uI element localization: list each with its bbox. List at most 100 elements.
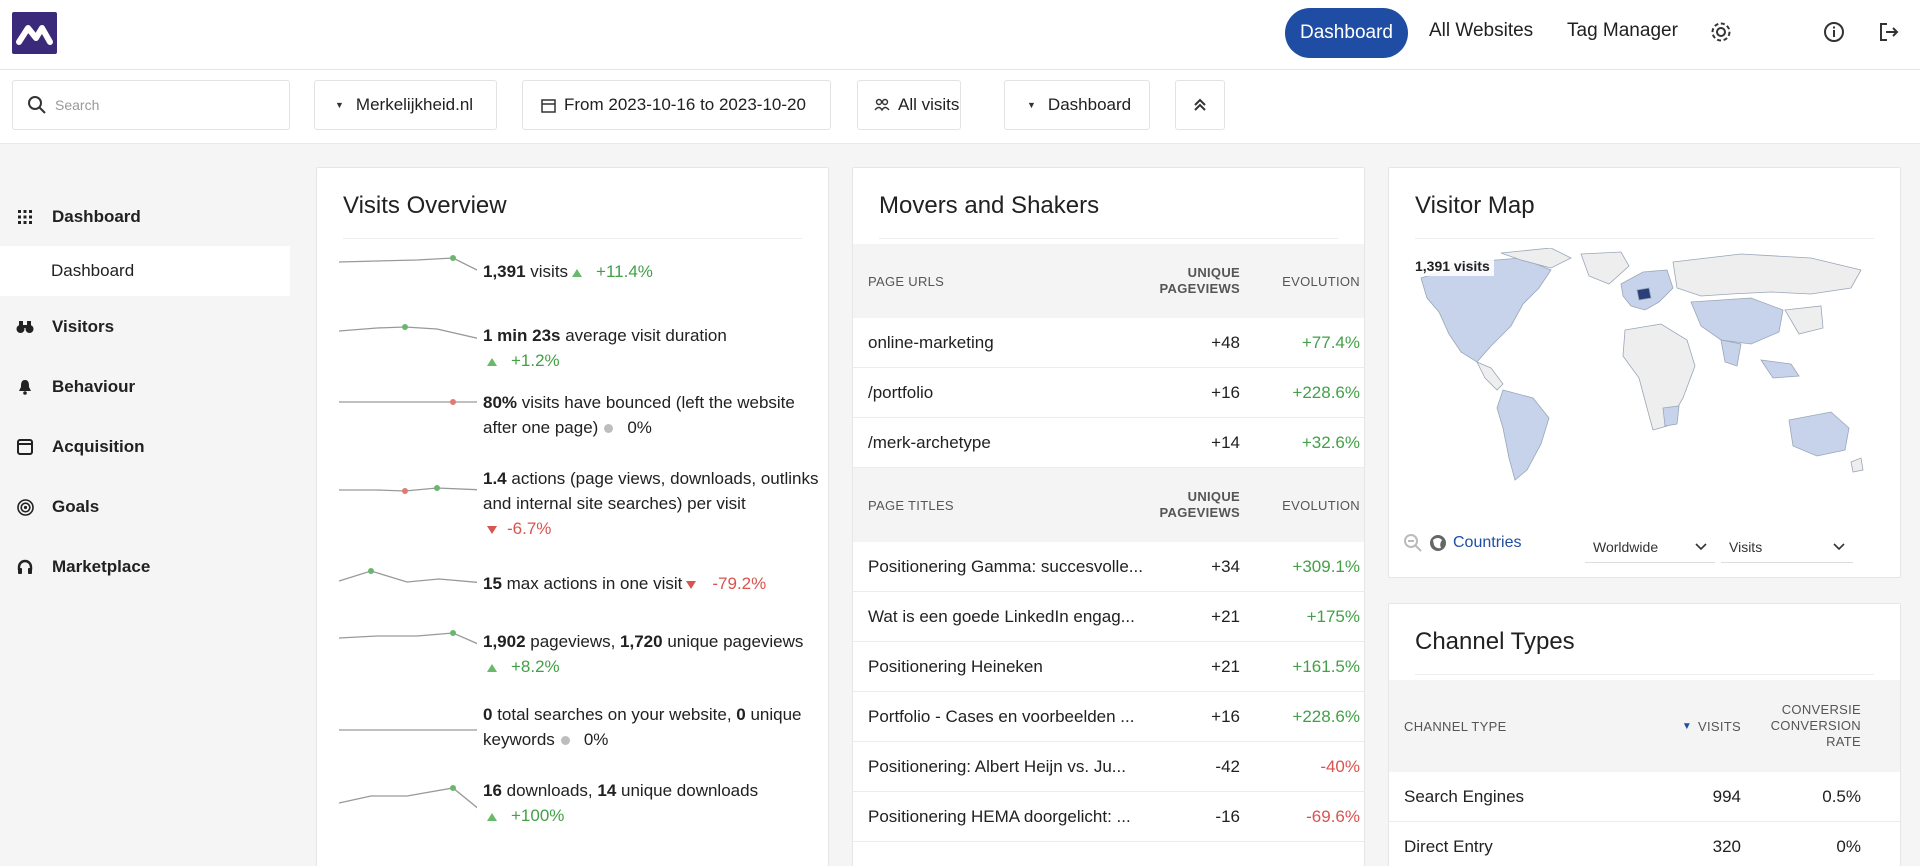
globe-icon xyxy=(1430,535,1446,551)
channel-types-card: Channel Types CHANNEL TYPE ▼ VISITS CONVE… xyxy=(1388,603,1901,866)
metric-select[interactable]: Visits xyxy=(1721,531,1853,563)
sidebar-item-goals[interactable]: Goals xyxy=(16,497,99,517)
metric-change: 0% xyxy=(627,418,652,437)
region-select-value: Worldwide xyxy=(1593,538,1659,555)
metric-value-secondary: 1,720 xyxy=(620,632,663,651)
sparkline[interactable] xyxy=(337,561,477,601)
metric-label: max actions in one visit xyxy=(501,574,683,593)
segment-icon xyxy=(874,98,890,112)
region-select[interactable]: Worldwide xyxy=(1585,531,1715,563)
table-row[interactable]: Search Engines 994 0.5% xyxy=(1389,772,1900,822)
column-header-visits[interactable]: ▼ VISITS xyxy=(1629,680,1741,772)
site-selector[interactable]: ▼ Merkelijkheid.nl xyxy=(314,80,497,130)
sparkline[interactable] xyxy=(337,466,477,506)
column-header-evolution[interactable]: EVOLUTION xyxy=(1282,497,1360,513)
metric-change: +11.4% xyxy=(596,262,653,281)
nav-all-websites[interactable]: All Websites xyxy=(1429,20,1534,41)
table-row[interactable]: /merk-archetype +14 +32.6% xyxy=(853,418,1364,468)
matomo-logo[interactable] xyxy=(12,12,57,54)
grid-icon xyxy=(16,208,34,226)
row-label: Positionering: Albert Heijn vs. Ju... xyxy=(868,756,1126,776)
nav-tag-manager[interactable]: Tag Manager xyxy=(1567,20,1678,41)
row-label: /portfolio xyxy=(868,382,934,402)
column-header-evolution[interactable]: EVOLUTION xyxy=(1282,273,1360,289)
column-header-channel-type[interactable]: CHANNEL TYPE xyxy=(1404,718,1507,734)
sidebar-item-dashboard[interactable]: Dashboard xyxy=(16,207,141,227)
bell-icon xyxy=(16,378,34,396)
table-row[interactable]: /portfolio +16 +228.6% xyxy=(853,368,1364,418)
metric-value: 80% xyxy=(483,393,518,412)
card-title: Visits Overview xyxy=(343,192,507,219)
table-row[interactable]: Wat is een goede LinkedIn engag... +21 +… xyxy=(853,592,1364,642)
countries-link[interactable]: Countries xyxy=(1453,534,1522,551)
table-header: CHANNEL TYPE ▼ VISITS CONVERSIE CONVERSIO… xyxy=(1389,680,1900,772)
trend-up-icon xyxy=(487,663,497,672)
sidebar-item-label: Goals xyxy=(52,497,100,516)
overview-row-actions: 1.4 actions (page views, downloads, outl… xyxy=(317,466,828,556)
world-map[interactable] xyxy=(1411,248,1881,488)
sign-out-icon[interactable] xyxy=(1876,19,1902,45)
sparkline[interactable] xyxy=(337,702,477,742)
column-header-unique-pageviews[interactable]: UNIQUE PAGEVIEWS xyxy=(1113,468,1240,542)
sidebar-item-label: Acquisition xyxy=(52,437,145,456)
metric-change: +8.2% xyxy=(511,657,560,676)
column-header-line: CONVERSION xyxy=(1770,718,1861,733)
collapse-toolbar-button[interactable] xyxy=(1175,80,1225,130)
column-header-page-urls[interactable]: PAGE URLS xyxy=(868,273,945,289)
column-header-conversion-rate[interactable]: CONVERSIE CONVERSION RATE xyxy=(1749,680,1861,772)
row-evolution: +161.5% xyxy=(1292,656,1360,676)
segment-selector[interactable]: All visits xyxy=(857,80,961,130)
divider xyxy=(879,238,1338,239)
table-row[interactable]: Positionering Heineken +21 +161.5% xyxy=(853,642,1364,692)
sparkline[interactable] xyxy=(337,316,477,356)
sparkline[interactable] xyxy=(337,390,477,430)
period-selector[interactable]: From 2023-10-16 to 2023-10-20 xyxy=(522,80,831,130)
column-header-line: UNIQUE xyxy=(1187,489,1240,504)
trend-neutral-icon xyxy=(604,424,614,434)
sparkline[interactable] xyxy=(337,252,477,292)
row-conversion-rate: 0.5% xyxy=(1822,786,1861,806)
overview-row-max-actions: 15 max actions in one visit -79.2% xyxy=(317,561,828,611)
table-row[interactable]: Positionering HEMA doorgelicht: ... -16 … xyxy=(853,792,1364,842)
nav-dashboard[interactable]: Dashboard xyxy=(1285,8,1408,58)
column-header-unique-pageviews[interactable]: UNIQUE PAGEVIEWS xyxy=(1113,244,1240,318)
binoculars-icon xyxy=(16,318,34,336)
table-row[interactable]: Positionering: Albert Heijn vs. Ju... -4… xyxy=(853,742,1364,792)
table-header-urls: PAGE URLS UNIQUE PAGEVIEWS EVOLUTION xyxy=(853,244,1364,318)
table-row[interactable]: online-marketing +48 +77.4% xyxy=(853,318,1364,368)
dashboard-selector[interactable]: ▼ Dashboard xyxy=(1004,80,1150,130)
sidebar-subitem-dashboard[interactable]: Dashboard xyxy=(0,246,290,296)
search-input[interactable]: Search xyxy=(12,80,290,130)
metric-change: +100% xyxy=(511,806,565,825)
metric-value-secondary: 0 xyxy=(736,705,746,724)
table-row[interactable]: Positionering Gamma: succesvolle... +34 … xyxy=(853,542,1364,592)
zoom-out-icon[interactable] xyxy=(1403,533,1423,553)
metric-change: +1.2% xyxy=(511,351,560,370)
toolbar: Search ▼ Merkelijkheid.nl From 2023-10-1… xyxy=(0,70,1920,144)
sparkline[interactable] xyxy=(337,776,477,826)
sidebar-item-behaviour[interactable]: Behaviour xyxy=(16,377,135,397)
gear-icon[interactable] xyxy=(1708,19,1734,45)
metric-label-secondary: unique pageviews xyxy=(662,632,804,651)
info-icon[interactable] xyxy=(1821,19,1847,45)
movers-shakers-card: Movers and Shakers PAGE URLS UNIQUE PAGE… xyxy=(852,167,1365,866)
top-bar: Dashboard All Websites Tag Manager xyxy=(0,0,1920,70)
table-header-titles: PAGE TITLES UNIQUE PAGEVIEWS EVOLUTION xyxy=(853,468,1364,542)
column-header-line: PAGEVIEWS xyxy=(1159,505,1240,520)
column-header-page-titles[interactable]: PAGE TITLES xyxy=(868,497,954,513)
row-value: +16 xyxy=(1211,382,1240,402)
row-label: Direct Entry xyxy=(1404,836,1493,856)
sidebar-item-marketplace[interactable]: Marketplace xyxy=(16,557,150,577)
sidebar-item-label: Marketplace xyxy=(52,557,151,576)
column-header-line: RATE xyxy=(1826,734,1861,749)
sidebar-item-visitors[interactable]: Visitors xyxy=(16,317,114,337)
search-icon xyxy=(28,96,46,114)
table-row[interactable]: Portfolio - Cases en voorbeelden ... +16… xyxy=(853,692,1364,742)
column-header-line: UNIQUE xyxy=(1187,265,1240,280)
overview-row-visits: 1,391 visits +11.4% xyxy=(317,252,828,312)
metric-change: -6.7% xyxy=(507,519,552,538)
sidebar-item-acquisition[interactable]: Acquisition xyxy=(16,437,145,457)
sparkline[interactable] xyxy=(337,622,477,662)
row-evolution: +228.6% xyxy=(1292,706,1360,726)
table-row[interactable]: Direct Entry 320 0% xyxy=(1389,822,1900,866)
